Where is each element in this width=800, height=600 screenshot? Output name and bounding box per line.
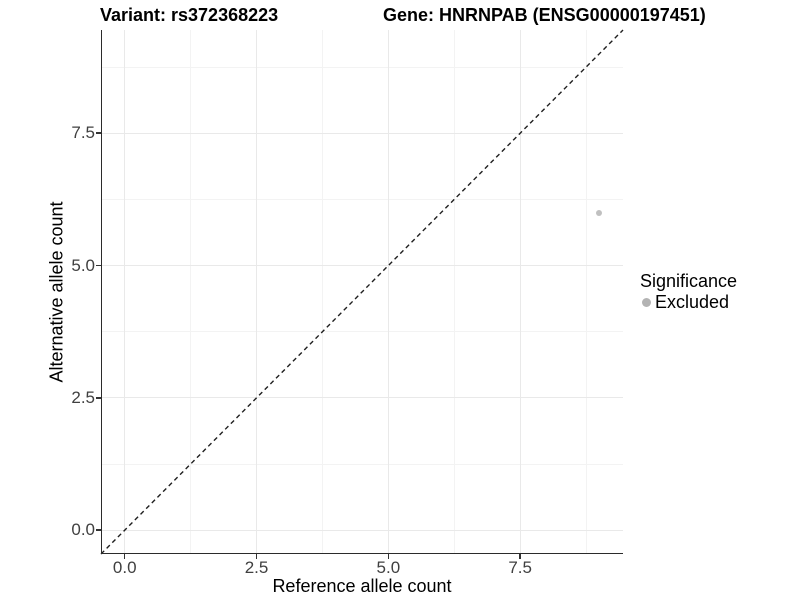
legend-title: Significance [640,271,738,291]
y-tick-label: 7.5 [71,123,95,143]
legend: Significance Excluded [638,271,737,313]
gridline-minor-vertical [321,30,323,554]
x-axis-label: Reference allele count [272,576,452,596]
plot-panel: 0.0 2.5 5.0 7.5 0.0 2.5 5.0 7.5 [71,29,624,577]
plot-title-variant: Variant: rs372368223 [100,5,279,25]
gridline-minor-horizontal [101,331,623,333]
gridline-minor-horizontal [101,463,623,465]
gridline-major-vertical [519,30,521,554]
x-tick-label: 2.5 [244,558,269,577]
gridline-major-horizontal [101,397,623,399]
x-tick-label: 0.0 [112,558,137,577]
identity-line-layer [100,29,624,555]
gridline-major-vertical [124,30,126,554]
x-tick-mark [519,554,521,559]
y-axis-label: Alternative allele count [46,201,67,383]
y-tick-label: 5.0 [71,255,95,275]
data-point [596,209,603,216]
gridline-major-horizontal [101,265,623,267]
gridline-major-horizontal [101,132,623,134]
gridline-minor-vertical [585,30,587,554]
x-tick-label: 5.0 [376,558,401,577]
x-tick-label: 7.5 [508,558,532,577]
gridline-minor-horizontal [101,198,623,200]
x-tick-mark [387,554,390,559]
gridline-major-vertical [387,30,389,554]
legend-item-excluded: Excluded [638,292,737,313]
y-tick-mark [96,132,101,134]
tick-layer: 0.0 2.5 5.0 7.5 0.0 2.5 5.0 7.5 [71,30,623,577]
y-tick-mark [96,529,101,531]
x-tick-mark [123,554,126,559]
y-tick-mark [96,397,101,399]
legend-point-swatch-icon [642,298,651,307]
gridline-minor-horizontal [101,66,623,68]
grid-layer [101,30,623,554]
y-tick-label: 0.0 [71,520,95,540]
y-tick-mark [96,264,101,267]
y-tick-label: 2.5 [71,387,95,407]
gridline-major-horizontal [101,529,623,531]
plot-title-gene: Gene: HNRNPAB (ENSG00000197451) [383,5,706,25]
x-tick-mark [255,554,258,559]
gridline-minor-vertical [190,30,192,554]
gridline-major-vertical [256,30,258,554]
points-layer [101,30,623,554]
gridline-minor-vertical [453,30,455,554]
identity-line [100,29,624,555]
legend-item-label: Excluded [655,292,730,312]
